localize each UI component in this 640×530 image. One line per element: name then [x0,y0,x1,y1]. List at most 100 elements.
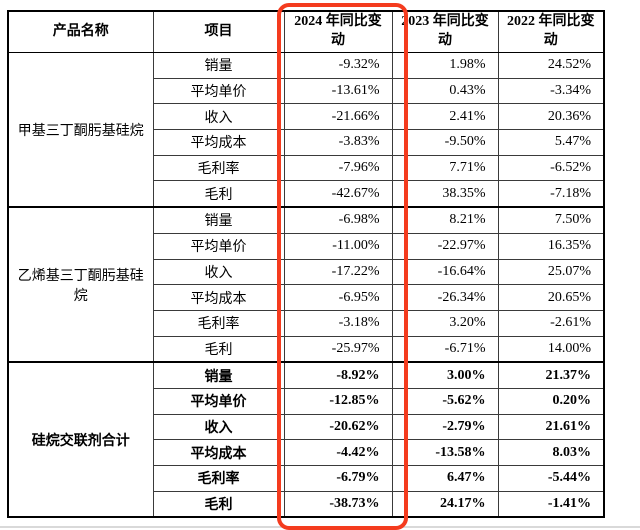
header-row: 产品名称 项目 2024 年同比变动 2023 年同比变动 2022 年同比变动 [7,10,605,53]
value-cell-2023: 6.47% [391,465,499,492]
value-cell-2022: 8.03% [497,439,605,466]
value-cell-2024: -21.66% [283,103,393,131]
value-cell-2024: -6.79% [283,465,393,492]
value-cell-2022: 20.65% [497,284,605,311]
table-row: 平均单价 -12.85% -5.62% 0.20% [8,387,605,415]
table-row: 甲基三丁酮肟基硅烷 销量 -9.32% 1.98% 24.52% [7,52,605,208]
item-cell: 平均成本 [152,284,285,311]
value-cell-2024: -13.61% [283,77,393,105]
value-cell-2022: 14.00% [497,335,605,363]
item-cell: 平均单价 [152,77,285,105]
value-cell-2022: 21.61% [497,413,605,441]
value-cell-2022: -1.41% [497,490,605,518]
value-cell-2024: -6.95% [283,284,393,311]
item-cell: 毛利 [152,335,285,363]
product-name-cell: 硅烷交联剂合计 [7,361,154,518]
value-cell-2024: -3.18% [283,309,393,337]
table-row: 平均成本 -6.95% -26.34% 20.65% [8,284,605,311]
value-cell-2022: -2.61% [497,309,605,337]
column-header-2022: 2022 年同比变动 [497,10,605,53]
value-cell-2022: 16.35% [497,232,605,260]
value-cell-2024: -20.62% [283,413,393,441]
item-cell: 收入 [152,258,285,286]
item-cell: 毛利率 [152,154,285,182]
value-cell-2023: 7.71% [391,154,499,182]
item-cell: 收入 [152,103,285,131]
table-row: 平均成本 -3.83% -9.50% 5.47% [8,129,605,156]
value-cell-2023: -2.79% [391,413,499,441]
value-cell-2024: -3.83% [283,129,393,156]
bottom-divider [0,526,640,528]
value-cell-2023: -13.58% [391,439,499,466]
value-cell-2023: 1.98% [391,52,499,79]
value-cell-2022: -7.18% [497,180,605,208]
value-cell-2024: -11.00% [283,232,393,260]
value-cell-2023: -5.62% [391,387,499,415]
table-row: 硅烷交联剂合计 销量 -8.92% 3.00% 21.37% [7,361,605,518]
table-row: 毛利率 -6.79% 6.47% -5.44% [8,465,605,492]
value-cell-2023: 8.21% [391,206,499,234]
item-cell: 毛利率 [152,465,285,492]
value-cell-2023: 3.00% [391,361,499,389]
table-row: 收入 -20.62% -2.79% 21.61% [8,413,605,441]
value-cell-2024: -8.92% [283,361,393,389]
value-cell-2022: 20.36% [497,103,605,131]
value-cell-2023: -16.64% [391,258,499,286]
value-cell-2023: 0.43% [391,77,499,105]
yoy-change-table: 产品名称 项目 2024 年同比变动 2023 年同比变动 2022 年同比变动… [7,10,605,519]
table-row: 毛利 -42.67% 38.35% -7.18% [8,180,605,208]
value-cell-2023: 38.35% [391,180,499,208]
table-row: 乙烯基三丁酮肟基硅烷 销量 -6.98% 8.21% 7.50% [7,206,605,363]
item-cell: 平均单价 [152,232,285,260]
column-header-product-name: 产品名称 [7,10,154,53]
item-cell: 销量 [152,206,285,234]
value-cell-2022: 25.07% [497,258,605,286]
table-row: 毛利 -38.73% 24.17% -1.41% [8,490,605,518]
value-cell-2022: 5.47% [497,129,605,156]
group-methyl: 甲基三丁酮肟基硅烷 销量 -9.32% 1.98% 24.52% 平均单价 -1… [7,52,605,208]
group-vinyl: 乙烯基三丁酮肟基硅烷 销量 -6.98% 8.21% 7.50% 平均单价 -1… [7,206,605,363]
value-cell-2022: 24.52% [497,52,605,79]
table-row: 平均单价 -11.00% -22.97% 16.35% [8,232,605,260]
value-cell-2022: -6.52% [497,154,605,182]
value-cell-2023: -26.34% [391,284,499,311]
item-cell: 平均成本 [152,129,285,156]
item-cell: 平均成本 [152,439,285,466]
value-cell-2023: -6.71% [391,335,499,363]
group-total: 硅烷交联剂合计 销量 -8.92% 3.00% 21.37% 平均单价 -12.… [7,361,605,518]
table-row: 收入 -21.66% 2.41% 20.36% [8,103,605,131]
value-cell-2024: -12.85% [283,387,393,415]
value-cell-2022: 21.37% [497,361,605,389]
value-cell-2023: 24.17% [391,490,499,518]
product-name-cell: 甲基三丁酮肟基硅烷 [7,52,154,208]
value-cell-2022: -3.34% [497,77,605,105]
value-cell-2024: -25.97% [283,335,393,363]
table-row: 平均单价 -13.61% 0.43% -3.34% [8,77,605,105]
value-cell-2023: 2.41% [391,103,499,131]
value-cell-2023: 3.20% [391,309,499,337]
value-cell-2024: -4.42% [283,439,393,466]
value-cell-2022: 7.50% [497,206,605,234]
column-header-2024: 2024 年同比变动 [283,10,393,53]
item-cell: 销量 [152,361,285,389]
value-cell-2022: 0.20% [497,387,605,415]
value-cell-2024: -6.98% [283,206,393,234]
column-header-2023: 2023 年同比变动 [391,10,499,53]
value-cell-2024: -38.73% [283,490,393,518]
item-cell: 收入 [152,413,285,441]
item-cell: 平均单价 [152,387,285,415]
value-cell-2023: -22.97% [391,232,499,260]
value-cell-2024: -9.32% [283,52,393,79]
value-cell-2023: -9.50% [391,129,499,156]
value-cell-2022: -5.44% [497,465,605,492]
column-header-item: 项目 [152,10,285,53]
product-name-cell: 乙烯基三丁酮肟基硅烷 [7,206,154,363]
item-cell: 销量 [152,52,285,79]
item-cell: 毛利 [152,180,285,208]
table-row: 毛利率 -7.96% 7.71% -6.52% [8,154,605,182]
value-cell-2024: -42.67% [283,180,393,208]
table-row: 收入 -17.22% -16.64% 25.07% [8,258,605,286]
item-cell: 毛利 [152,490,285,518]
value-cell-2024: -7.96% [283,154,393,182]
value-cell-2024: -17.22% [283,258,393,286]
